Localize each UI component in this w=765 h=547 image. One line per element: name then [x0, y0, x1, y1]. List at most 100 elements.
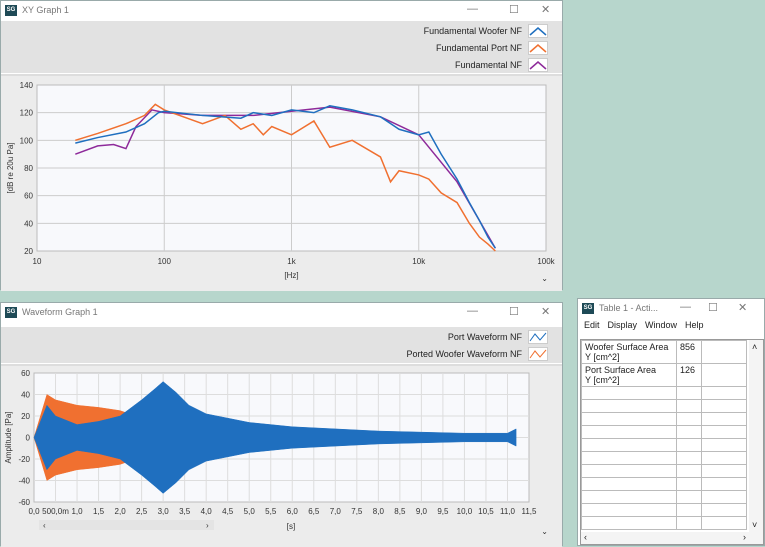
cell-empty[interactable] — [581, 412, 677, 426]
minimize-button[interactable]: — — [467, 3, 478, 15]
minimize-button[interactable]: — — [680, 301, 691, 313]
cell-empty[interactable] — [701, 363, 747, 387]
menu-edit[interactable]: Edit — [584, 320, 600, 330]
legend-item[interactable]: Ported Woofer Waveform NF — [406, 347, 548, 361]
y-tick-label: 120 — [20, 109, 34, 118]
cell-empty[interactable] — [701, 451, 747, 465]
cell-empty[interactable] — [701, 516, 747, 530]
cell-empty[interactable] — [581, 516, 677, 530]
window-title: Table 1 - Acti... — [599, 303, 659, 313]
cell-empty[interactable] — [676, 386, 702, 400]
close-button[interactable]: ✕ — [541, 306, 551, 318]
cell-empty[interactable] — [581, 464, 677, 478]
table-row[interactable] — [581, 503, 747, 517]
cell-empty[interactable] — [701, 425, 747, 439]
cell-empty[interactable] — [676, 425, 702, 439]
legend-item[interactable]: Fundamental NF — [455, 58, 548, 72]
line-swatch-icon — [528, 24, 548, 38]
cell-empty[interactable] — [676, 438, 702, 452]
y-tick-label: 40 — [21, 391, 30, 400]
cell-empty[interactable] — [701, 503, 747, 517]
cell-empty[interactable] — [581, 490, 677, 504]
table-row[interactable] — [581, 425, 747, 439]
table-row[interactable] — [581, 451, 747, 465]
maximize-button[interactable]: ☐ — [509, 4, 519, 16]
menu-display[interactable]: Display — [607, 320, 638, 330]
cell-value[interactable]: 126 — [676, 363, 702, 387]
cell-empty[interactable] — [701, 464, 747, 478]
title-bar[interactable]: SG Waveform Graph 1 — ☐ ✕ — [1, 303, 562, 321]
legend: Port Waveform NF Ported Woofer Waveform … — [1, 327, 562, 363]
table-row[interactable]: Woofer Surface Area Y [cm^2] 856 — [581, 340, 747, 364]
menu-window[interactable]: Window — [645, 320, 678, 330]
table-row[interactable] — [581, 386, 747, 400]
cell-empty[interactable] — [676, 464, 702, 478]
table-row[interactable] — [581, 399, 747, 413]
cell-value[interactable]: 856 — [676, 340, 702, 364]
maximize-button[interactable]: ☐ — [708, 302, 718, 314]
x-tick-label: 3,0 — [158, 507, 170, 516]
cell-empty[interactable] — [676, 516, 702, 530]
title-bar[interactable]: SG XY Graph 1 — ☐ ✕ — [1, 1, 562, 19]
cell-empty[interactable] — [676, 490, 702, 504]
y-tick-label: 20 — [24, 247, 33, 256]
cell-empty[interactable] — [676, 477, 702, 491]
y-tick-label: -60 — [18, 498, 30, 507]
table-row[interactable] — [581, 516, 747, 530]
vertical-scrollbar[interactable]: ˄ ˅ — [749, 340, 763, 544]
window-title: XY Graph 1 — [22, 5, 69, 15]
horizontal-scrollbar[interactable] — [39, 520, 214, 530]
cell-empty[interactable] — [581, 425, 677, 439]
x-tick-label: 2,0 — [115, 507, 127, 516]
legend-item[interactable]: Fundamental Port NF — [436, 41, 548, 55]
x-tick-label: 6,0 — [287, 507, 299, 516]
x-tick-label: 3,5 — [179, 507, 191, 516]
cell-empty[interactable] — [581, 451, 677, 465]
cell-empty[interactable] — [581, 477, 677, 491]
cell-empty[interactable] — [581, 503, 677, 517]
wave-swatch-icon — [528, 330, 548, 344]
y-tick-label: -40 — [18, 477, 30, 486]
table-row[interactable] — [581, 464, 747, 478]
table-row[interactable]: Port Surface Area Y [cm^2] 126 — [581, 363, 747, 387]
x-tick-label: 7,0 — [330, 507, 342, 516]
y-tick-label: 60 — [21, 369, 30, 378]
maximize-button[interactable]: ☐ — [509, 306, 519, 318]
x-tick-label: 11,0 — [500, 507, 516, 516]
cell-empty[interactable] — [701, 340, 747, 364]
minimize-button[interactable]: — — [467, 305, 478, 317]
xy-graph-window: SG XY Graph 1 — ☐ ✕ Fundamental Woofer NF F… — [0, 0, 563, 291]
table-row[interactable] — [581, 438, 747, 452]
legend-label: Fundamental Port NF — [435, 43, 522, 53]
series-line-1 — [75, 103, 496, 252]
close-button[interactable]: ✕ — [738, 302, 748, 314]
cell-empty[interactable] — [701, 412, 747, 426]
cell-empty[interactable] — [581, 399, 677, 413]
cell-empty[interactable] — [701, 477, 747, 491]
close-button[interactable]: ✕ — [541, 4, 551, 16]
horizontal-scrollbar[interactable]: ‹ › — [581, 532, 749, 544]
cell-empty[interactable] — [581, 438, 677, 452]
table-row[interactable] — [581, 477, 747, 491]
waveform-chart[interactable]: 60 40 20 0 -20 -40 -600,0 500,0m 1,0 1,5 2,0 2,5 3,0… — [1, 366, 562, 545]
cell-empty[interactable] — [676, 412, 702, 426]
cell-empty[interactable] — [701, 490, 747, 504]
cell-empty[interactable] — [701, 438, 747, 452]
cell-empty[interactable] — [676, 451, 702, 465]
chevron-down-icon: ⌄ — [541, 527, 548, 536]
series-area-port — [33, 381, 517, 494]
legend-item[interactable]: Fundamental Woofer NF — [424, 24, 548, 38]
legend-item[interactable]: Port Waveform NF — [448, 330, 548, 344]
cell-empty[interactable] — [676, 503, 702, 517]
cell-empty[interactable] — [581, 386, 677, 400]
title-bar[interactable]: SG Table 1 - Acti... — ☐ ✕ — [578, 299, 764, 317]
y-tick-label: 20 — [21, 412, 30, 421]
cell-empty[interactable] — [676, 399, 702, 413]
cell-empty[interactable] — [701, 386, 747, 400]
table-row[interactable] — [581, 412, 747, 426]
cell-empty[interactable] — [701, 399, 747, 413]
menu-help[interactable]: Help — [685, 320, 704, 330]
table-row[interactable] — [581, 490, 747, 504]
x-tick-label: 4,5 — [222, 507, 234, 516]
